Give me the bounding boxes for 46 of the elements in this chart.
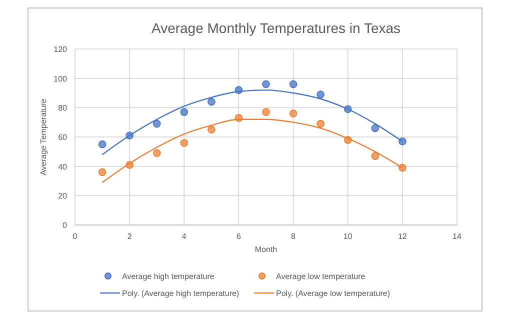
point bbox=[289, 80, 298, 88]
x-tick-label: 10 bbox=[343, 232, 353, 241]
x-tick-label: 6 bbox=[236, 232, 242, 241]
point bbox=[234, 114, 243, 122]
point bbox=[344, 105, 352, 114]
x-tick-label: 14 bbox=[452, 232, 462, 241]
x-tick-label: 2 bbox=[127, 232, 132, 241]
legend-label: Poly. (Average high temperature) bbox=[122, 289, 240, 298]
point bbox=[316, 120, 324, 128]
x-tick-label: 4 bbox=[182, 232, 187, 241]
point bbox=[152, 120, 161, 128]
point bbox=[371, 124, 380, 132]
x-tick-label: 12 bbox=[398, 232, 408, 241]
y-tick-label: 20 bbox=[58, 192, 68, 201]
point bbox=[262, 80, 270, 88]
point bbox=[126, 160, 134, 169]
point bbox=[371, 152, 380, 160]
point bbox=[262, 108, 270, 116]
legend-label: Poly. (Average low temperature) bbox=[276, 289, 390, 298]
point bbox=[398, 138, 406, 146]
point bbox=[98, 140, 106, 148]
point bbox=[180, 138, 188, 147]
point bbox=[126, 132, 134, 140]
y-tick-label: 40 bbox=[58, 162, 68, 172]
x-tick-label: 8 bbox=[291, 232, 296, 241]
point bbox=[152, 149, 161, 158]
y-axis-title: Average Temperature bbox=[39, 98, 48, 176]
legend-label: Average high temperature bbox=[122, 272, 215, 281]
point bbox=[398, 164, 406, 172]
y-tick-label: 100 bbox=[54, 74, 68, 84]
point bbox=[180, 108, 188, 116]
y-tick-label: 0 bbox=[62, 221, 68, 230]
point bbox=[289, 110, 298, 118]
point bbox=[344, 136, 352, 144]
point bbox=[98, 168, 106, 176]
point bbox=[208, 98, 216, 106]
point bbox=[234, 86, 243, 94]
chart-title: Average Monthly Temperatures in Texas bbox=[151, 20, 401, 36]
point bbox=[316, 90, 324, 98]
y-tick-label: 120 bbox=[54, 45, 68, 54]
point bbox=[208, 126, 216, 134]
legend-label: Average low temperature bbox=[276, 272, 366, 281]
y-tick-label: 60 bbox=[58, 133, 68, 142]
y-tick-label: 80 bbox=[58, 104, 68, 113]
x-axis-title: Month bbox=[254, 245, 278, 254]
x-tick-label: 0 bbox=[72, 232, 78, 241]
